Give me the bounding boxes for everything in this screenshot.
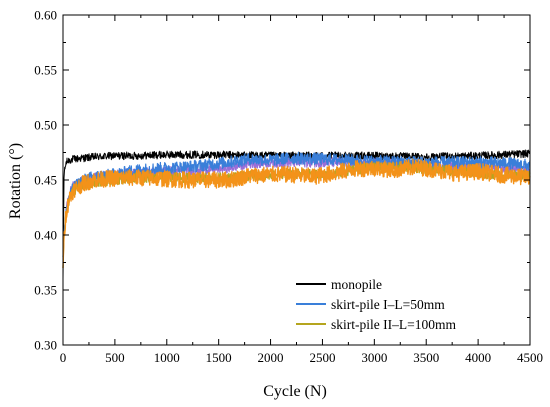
legend-label-skirt-pile-i: skirt-pile I–L=50mm xyxy=(331,297,445,312)
x-tick-label: 2500 xyxy=(309,350,335,365)
x-axis-title: Cycle (N) xyxy=(263,383,327,400)
x-tick-label: 3500 xyxy=(413,350,439,365)
x-tick-label: 4000 xyxy=(465,350,491,365)
x-tick-label: 1500 xyxy=(206,350,232,365)
x-tick-label: 500 xyxy=(105,350,125,365)
legend-label-monopile: monopile xyxy=(331,277,382,292)
y-tick-label: 0.45 xyxy=(34,173,57,188)
y-tick-label: 0.55 xyxy=(34,63,57,78)
y-tick-label: 0.60 xyxy=(34,8,57,23)
y-tick-label: 0.35 xyxy=(34,283,57,298)
legend: monopile skirt-pile I–L=50mm skirt-pile … xyxy=(296,277,456,332)
x-tick-label: 3000 xyxy=(361,350,387,365)
ticks-layer: 0 500 1000 1500 2000 2500 3000 3500 4000 4500 0.30… xyxy=(34,8,543,366)
series-layer xyxy=(62,149,531,280)
y-axis-title: Rotation (°) xyxy=(7,143,24,219)
x-tick-label: 4500 xyxy=(517,350,543,365)
y-tick-label: 0.40 xyxy=(34,228,57,243)
y-tick-label: 0.50 xyxy=(34,118,57,133)
legend-label-skirt-pile-ii: skirt-pile II–L=100mm xyxy=(331,317,456,332)
x-tick-label: 0 xyxy=(60,350,67,365)
x-tick-label: 1000 xyxy=(154,350,180,365)
series-line-unlabeled-4 xyxy=(62,158,531,269)
y-tick-label: 0.30 xyxy=(34,338,57,353)
x-tick-label: 2000 xyxy=(258,350,284,365)
